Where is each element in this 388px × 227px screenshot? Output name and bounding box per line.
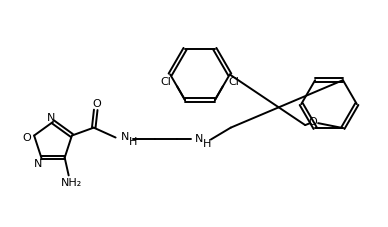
- Text: Cl: Cl: [160, 77, 171, 87]
- Text: O: O: [23, 132, 31, 142]
- Text: O: O: [92, 99, 101, 109]
- Text: N: N: [121, 131, 129, 141]
- Text: O: O: [309, 117, 317, 127]
- Text: NH₂: NH₂: [61, 178, 82, 188]
- Text: Cl: Cl: [229, 77, 240, 87]
- Text: H: H: [128, 137, 137, 147]
- Text: N: N: [47, 112, 55, 122]
- Text: N: N: [195, 133, 203, 143]
- Text: H: H: [203, 139, 211, 149]
- Text: N: N: [34, 158, 43, 168]
